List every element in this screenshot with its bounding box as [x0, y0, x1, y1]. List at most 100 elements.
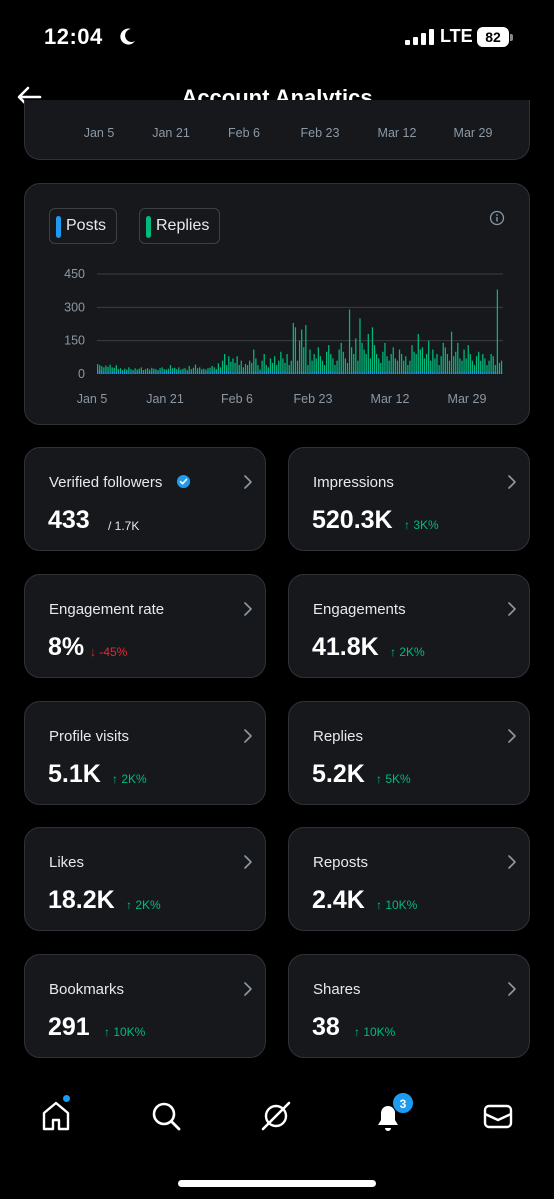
posts-bar — [436, 371, 438, 374]
posts-bar — [255, 370, 257, 374]
replies-bar — [409, 360, 411, 374]
legend-swatch — [146, 216, 151, 238]
metric-label: Verified followers — [49, 474, 163, 491]
y-tick-label: 150 — [64, 334, 85, 348]
cellular-signal-icon — [405, 29, 434, 45]
metric-card[interactable]: Impressions 520.3K ↑ 3K% — [288, 447, 530, 551]
posts-bar — [411, 371, 413, 374]
replies-bar — [363, 349, 365, 374]
metric-card[interactable]: Shares 38 ↑ 10K% — [288, 954, 530, 1058]
replies-bar — [321, 360, 324, 374]
posts-bar — [178, 371, 180, 374]
y-tick-label: 450 — [64, 267, 85, 281]
replies-bar — [403, 360, 405, 374]
chevron-right-icon — [244, 982, 252, 996]
replies-bar — [375, 354, 378, 374]
metric-card[interactable]: Verified followers 433 / 1.7K — [24, 447, 266, 551]
posts-bar — [113, 371, 115, 374]
posts-bar — [461, 371, 463, 374]
metric-card[interactable]: Engagements 41.8K ↑ 2K% — [288, 574, 530, 678]
posts-bar — [138, 371, 140, 374]
posts-bar — [292, 372, 294, 374]
replies-bar — [355, 338, 357, 374]
posts-bar — [248, 372, 251, 374]
posts-bar — [303, 371, 305, 374]
replies-bar — [269, 358, 272, 374]
replies-bar — [105, 365, 107, 374]
replies-bar — [436, 354, 438, 374]
replies-bar — [490, 354, 492, 374]
x-tick-label: Jan 5 — [77, 392, 108, 406]
posts-bar — [357, 370, 359, 374]
metric-card[interactable]: Bookmarks 291 ↑ 10K% — [24, 954, 266, 1058]
legend-replies-toggle[interactable]: Replies — [139, 208, 221, 244]
posts-bar — [369, 371, 371, 374]
replies-bar — [294, 327, 297, 374]
metric-label: Replies — [313, 728, 364, 745]
nav-notifications[interactable]: 3 — [370, 1092, 414, 1134]
metric-label: Reposts — [313, 854, 369, 871]
posts-bar — [319, 371, 322, 374]
posts-bar — [290, 371, 292, 374]
replies-bar — [178, 367, 180, 374]
posts-bar — [473, 370, 476, 374]
posts-bar — [276, 371, 278, 374]
info-icon[interactable] — [489, 210, 505, 226]
posts-bar — [334, 371, 336, 374]
posts-bar — [323, 371, 326, 374]
posts-bar — [230, 371, 232, 374]
replies-bar — [371, 327, 374, 374]
posts-bar — [371, 370, 374, 374]
replies-bar — [107, 366, 109, 374]
replies-bar — [278, 360, 280, 374]
replies-bar — [273, 356, 276, 374]
posts-bar — [417, 371, 419, 374]
replies-bar — [467, 345, 469, 374]
posts-bar — [117, 372, 120, 374]
posts-bar — [315, 371, 317, 374]
posts-bar — [373, 371, 376, 374]
replies-bar — [346, 362, 349, 374]
posts-bar — [192, 371, 195, 374]
metric-card[interactable]: Replies 5.2K ↑ 5K% — [288, 701, 530, 805]
replies-bar — [344, 358, 347, 374]
legend-posts-toggle[interactable]: Posts — [49, 208, 118, 244]
posts-bar — [313, 370, 315, 374]
posts-bar — [359, 371, 361, 374]
posts-bar — [232, 371, 234, 374]
chevron-right-icon — [508, 475, 516, 489]
posts-bar — [163, 371, 165, 374]
posts-bar — [169, 371, 172, 374]
posts-bar — [486, 371, 488, 374]
replies-bar — [359, 318, 361, 374]
posts-bar — [253, 371, 255, 374]
metric-change: ↑ 10K% — [376, 898, 418, 912]
replies-bar — [390, 354, 392, 374]
metric-card[interactable]: Likes 18.2K ↑ 2K% — [24, 827, 266, 931]
nav-messages[interactable] — [480, 1098, 516, 1134]
replies-bar — [463, 349, 465, 374]
battery-icon: 82 — [477, 27, 513, 47]
metric-card[interactable]: Engagement rate 8% ↓ -45% — [24, 574, 266, 678]
nav-search[interactable] — [148, 1098, 184, 1134]
replies-bar — [459, 358, 461, 374]
replies-bar — [211, 366, 213, 374]
posts-bar — [336, 372, 338, 374]
legend-label: Replies — [156, 217, 210, 234]
nav-home[interactable] — [38, 1094, 74, 1134]
replies-bar — [488, 360, 490, 374]
posts-bar — [305, 371, 307, 374]
posts-bar — [348, 371, 351, 374]
metric-label: Engagement rate — [49, 601, 165, 618]
nav-grok[interactable] — [258, 1098, 294, 1134]
metric-card[interactable]: Profile visits 5.1K ↑ 2K% — [24, 701, 266, 805]
bar-chart: 450 300 150 0 Jan 5 Jan 21 Feb 6 Feb 23 Mar 12 Ma… — [64, 267, 503, 406]
metric-card[interactable]: Reposts 2.4K ↑ 10K% — [288, 827, 530, 931]
posts-bar — [284, 370, 286, 374]
posts-bar — [251, 371, 253, 374]
posts-bar — [296, 371, 299, 374]
metric-value: 291 — [48, 1013, 90, 1041]
metric-value: 8% — [48, 633, 85, 661]
replies-bar — [367, 334, 369, 374]
home-notification-dot — [62, 1094, 71, 1103]
